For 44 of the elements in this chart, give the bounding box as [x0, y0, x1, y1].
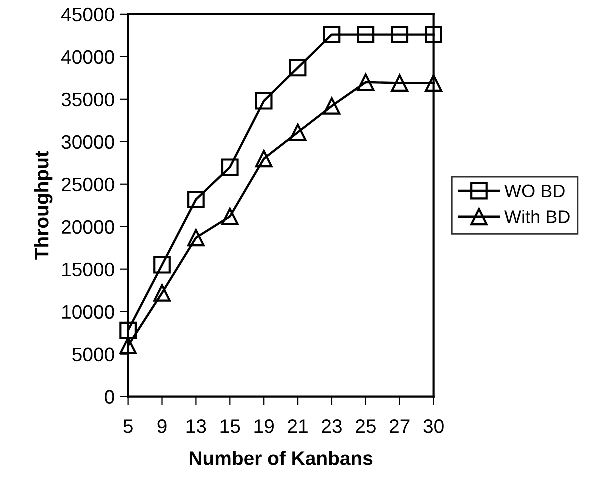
- point: [391, 26, 409, 44]
- y-tick-label: 20000: [62, 220, 114, 234]
- x-tick-label: 30: [424, 420, 444, 434]
- y-axis-title: Throughput: [34, 151, 53, 260]
- point: [154, 284, 171, 302]
- y-tick-label: 25000: [62, 178, 114, 192]
- point: [154, 256, 171, 274]
- x-tick-label: 27: [390, 420, 410, 434]
- point: [391, 74, 409, 92]
- point: [120, 337, 137, 355]
- y-tick-label: 35000: [62, 92, 114, 107]
- point: [357, 26, 375, 44]
- x-tick-label: 13: [186, 420, 206, 434]
- point: [255, 92, 273, 110]
- point: [289, 59, 307, 77]
- point: [357, 74, 375, 92]
- legend-label: With BD: [504, 210, 570, 224]
- x-axis-title: Number of Kanbans: [190, 451, 373, 466]
- x-tick-label: 5: [124, 420, 133, 434]
- point: [289, 124, 307, 142]
- point: [425, 74, 442, 92]
- point: [188, 229, 205, 247]
- y-tick-label: 0: [105, 390, 114, 404]
- point: [188, 190, 205, 208]
- point: [221, 208, 239, 226]
- x-tick-label: 15: [220, 420, 240, 434]
- x-tick-label: 19: [254, 420, 274, 434]
- y-tick-label: 30000: [62, 135, 114, 150]
- legend-label: WO BD: [504, 184, 565, 198]
- point: [221, 158, 239, 176]
- point: [323, 98, 341, 115]
- x-tick-label: 23: [322, 420, 342, 434]
- point: [425, 26, 442, 44]
- point: [120, 322, 137, 340]
- y-tick-label: 10000: [62, 305, 114, 320]
- point: [323, 26, 341, 44]
- x-tick-label: 9: [158, 420, 167, 434]
- y-tick-label: 45000: [62, 8, 114, 22]
- y-tick-label: 40000: [62, 50, 114, 64]
- point: [255, 150, 273, 168]
- x-tick-label: 21: [288, 420, 308, 434]
- y-tick-label: 5000: [72, 348, 114, 362]
- x-tick-label: 25: [356, 420, 376, 434]
- y-tick-label: 15000: [62, 262, 114, 277]
